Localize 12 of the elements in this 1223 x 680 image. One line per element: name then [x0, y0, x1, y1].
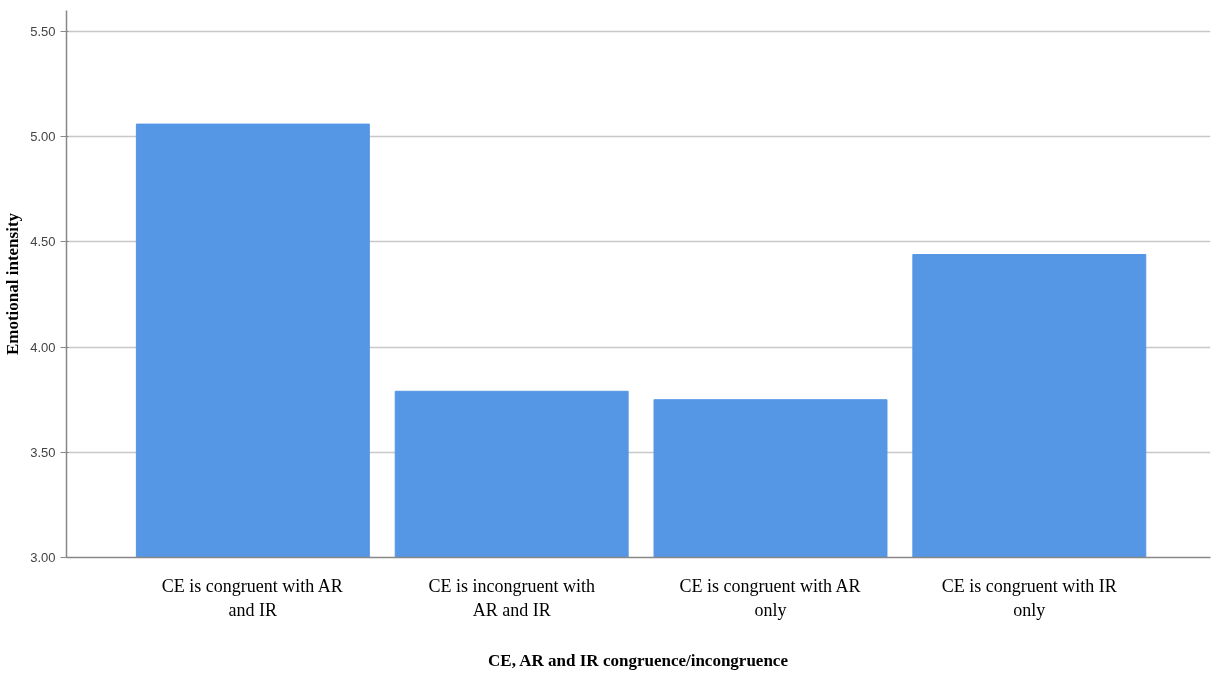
- x-tick-label: CE is congruent with AR only: [679, 575, 861, 620]
- x-tick-label: CE is incongruent with AR and IR: [428, 575, 595, 620]
- y-tick-label: 4.50: [30, 234, 56, 250]
- y-tick-label: 3.00: [30, 550, 56, 565]
- x-tick-label: CE is congruent with AR and IR: [161, 575, 343, 620]
- y-tick-label: 3.50: [30, 444, 56, 460]
- y-tick-label: 5.50: [30, 24, 56, 40]
- y-tick-label: 4.00: [30, 339, 56, 355]
- y-tick-label: 5.00: [30, 129, 56, 145]
- x-tick-label: CE is congruent with IR only: [941, 575, 1117, 620]
- y-axis-title: Emotional intensity: [3, 212, 23, 356]
- x-axis-title: CE, AR and IR congruence/incongruence: [488, 650, 789, 670]
